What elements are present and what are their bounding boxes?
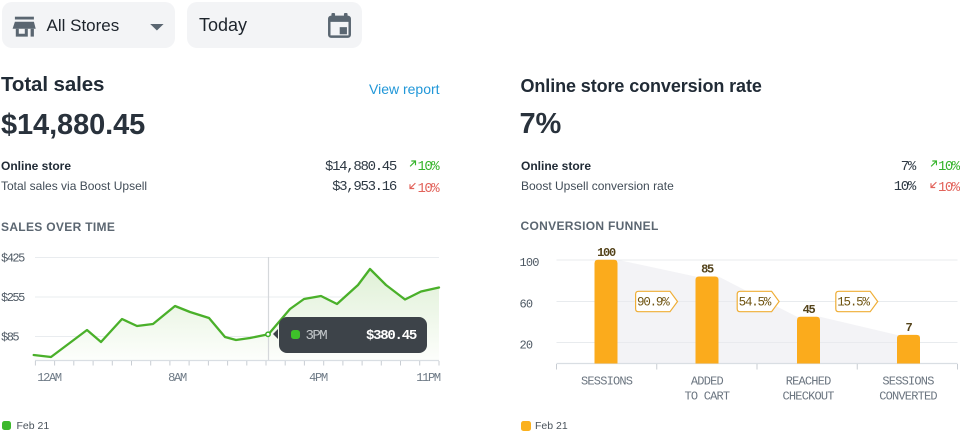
- svg-text:12AM: 12AM: [37, 371, 62, 385]
- svg-text:15.5%: 15.5%: [837, 296, 870, 310]
- svg-text:60: 60: [520, 297, 533, 311]
- svg-text:4PM: 4PM: [309, 371, 328, 385]
- svg-text:TO CART: TO CART: [684, 390, 729, 404]
- svg-text:$85: $85: [1, 331, 19, 345]
- svg-text:SESSIONS: SESSIONS: [581, 374, 633, 388]
- svg-text:20: 20: [520, 338, 533, 352]
- svg-text:SESSIONS: SESSIONS: [882, 374, 934, 388]
- svg-text:ADDED: ADDED: [691, 374, 724, 388]
- svg-text:90.9%: 90.9%: [637, 296, 670, 310]
- svg-text:CHECKOUT: CHECKOUT: [782, 390, 834, 404]
- svg-text:54.5%: 54.5%: [739, 296, 772, 310]
- svg-text:8AM: 8AM: [168, 371, 187, 385]
- svg-text:85: 85: [701, 263, 714, 277]
- svg-text:11PM: 11PM: [416, 371, 441, 385]
- svg-text:100: 100: [597, 246, 616, 260]
- svg-text:100: 100: [520, 256, 540, 270]
- svg-text:$425: $425: [1, 252, 25, 266]
- svg-text:7: 7: [906, 321, 913, 335]
- svg-text:REACHED: REACHED: [786, 374, 831, 388]
- svg-text:CONVERTED: CONVERTED: [879, 390, 937, 404]
- svg-text:45: 45: [803, 303, 816, 317]
- svg-text:$255: $255: [1, 291, 25, 305]
